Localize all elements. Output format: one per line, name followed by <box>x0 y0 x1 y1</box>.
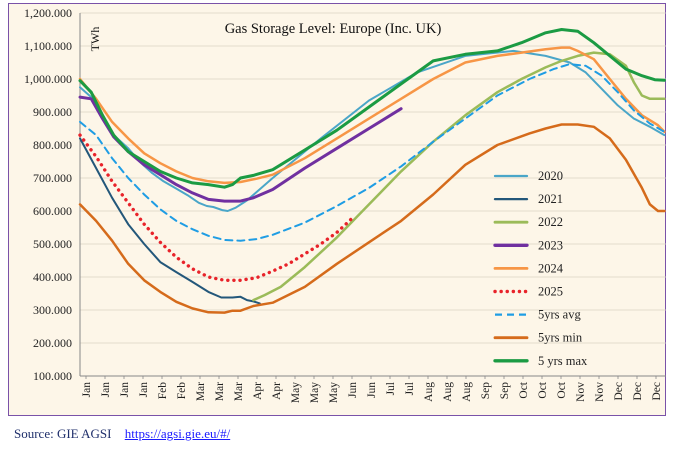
x-tick-label: Jan <box>119 382 131 398</box>
x-tick-label: Dec <box>632 382 644 401</box>
legend-label: 2025 <box>538 285 563 299</box>
legend-label: 2020 <box>538 169 563 183</box>
x-tick-label: May <box>290 382 302 403</box>
y-tick-label: 800.000 <box>33 138 72 152</box>
y-tick-label: 100.000 <box>33 369 72 383</box>
legend-label: 2024 <box>538 261 564 275</box>
chart-frame <box>8 3 666 416</box>
y-tick-label: 500.000 <box>33 237 72 251</box>
x-tick-label: Mar <box>195 382 207 401</box>
legend-label: 2023 <box>538 238 563 252</box>
y-tick-label: 1,200.000 <box>24 6 72 20</box>
legend-label: 2021 <box>538 192 563 206</box>
series-line-2024 <box>78 46 666 185</box>
x-tick-label: Aug <box>461 382 473 402</box>
x-tick-label: May <box>309 382 321 403</box>
x-tick-label: Nov <box>575 382 587 402</box>
series-line-5-yrs-max <box>78 28 666 189</box>
x-tick-label: Jul <box>385 382 397 395</box>
legend-label: 5 yrs max <box>538 354 588 368</box>
x-tick-label: Aug <box>442 382 454 402</box>
x-tick-label: Dec <box>613 382 625 401</box>
y-tick-label: 200.000 <box>33 336 72 350</box>
y-tick-label: 400.000 <box>33 270 72 284</box>
axes: 100.000 200.000 300.000 400.000 500.000 600.0… <box>24 6 666 403</box>
x-tick-label: Mar <box>214 382 226 401</box>
series-line-2022 <box>252 51 666 302</box>
x-tick-label: Apr <box>252 382 264 400</box>
x-tick-label: Sep <box>480 382 492 400</box>
series-line-5yrs-avg <box>79 63 666 242</box>
source-label: Source: GIE AGSI <box>14 426 112 441</box>
legend-label: 5yrs min <box>538 331 583 345</box>
x-tick-label: Apr <box>271 382 283 400</box>
x-tick-label: Feb <box>157 382 169 400</box>
x-tick-label: May <box>328 382 340 403</box>
x-tick-label: Jan <box>81 382 93 398</box>
x-tick-label: Jun <box>366 382 378 398</box>
x-tick-label: Oct <box>556 381 568 398</box>
legend: 2020 2021 2022 2023 2024 2025 5yrs avg 5yrs min… <box>493 169 588 368</box>
x-tick-label: Oct <box>518 381 530 398</box>
y-tick-label: 900.000 <box>33 105 72 119</box>
legend-label: 2022 <box>538 215 563 229</box>
series-line-2020 <box>79 49 666 212</box>
source-line: Source: GIE AGSI https://agsi.gie.eu/#/ <box>14 426 230 442</box>
x-tick-label: Jan <box>100 382 112 398</box>
series-line-2025 <box>78 133 355 282</box>
legend-label: 5yrs avg <box>538 308 581 322</box>
x-tick-label: Mar <box>233 382 245 401</box>
y-tick-label: 700.000 <box>33 171 72 185</box>
x-tick-label: Jan <box>138 382 150 398</box>
series-line-2021 <box>79 137 261 305</box>
x-tick-label: Jul <box>404 382 416 395</box>
chart-title: Gas Storage Level: Europe (Inc. UK) <box>225 21 442 37</box>
y-axis-label: TWh <box>88 27 102 52</box>
x-tick-label: Oct <box>537 381 549 398</box>
x-tick-label: Sep <box>499 382 511 400</box>
x-tick-label: Aug <box>423 382 435 402</box>
y-tick-label: 1,100.000 <box>24 39 72 53</box>
series-lines <box>78 28 666 314</box>
y-tick-label: 600.000 <box>33 204 72 218</box>
source-link[interactable]: https://agsi.gie.eu/#/ <box>124 426 231 441</box>
x-tick-label: Feb <box>176 382 188 400</box>
y-tick-label: 1,000.000 <box>24 72 72 86</box>
x-tick-label: Nov <box>594 382 606 402</box>
y-tick-label: 300.000 <box>33 303 72 317</box>
series-line-5yrs-min <box>78 123 666 314</box>
x-tick-label: Dec <box>651 382 663 401</box>
x-tick-label: Jun <box>347 382 359 398</box>
